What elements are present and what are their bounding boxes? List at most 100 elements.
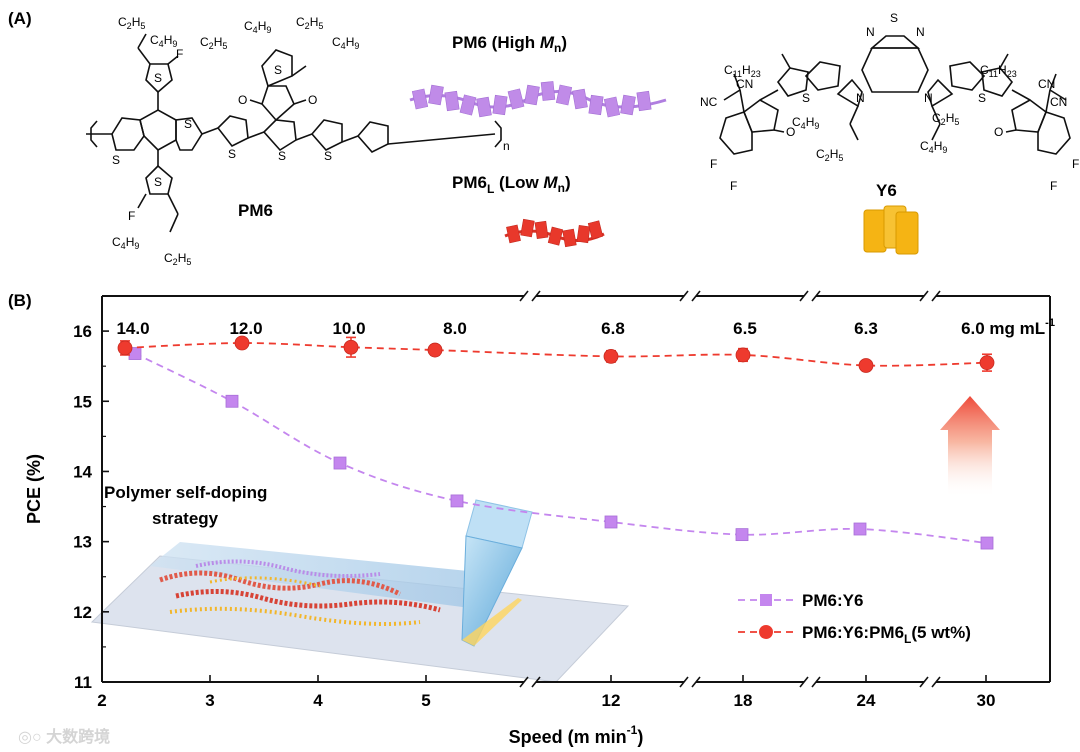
x-tick-label: 4 bbox=[313, 691, 323, 710]
pm6-s-right: S bbox=[324, 149, 332, 163]
y-tick-label: 16 bbox=[73, 322, 92, 341]
blade-coating-illustration bbox=[90, 499, 630, 683]
x-tick-label: 24 bbox=[857, 691, 876, 710]
data-point-pm6-y6 bbox=[980, 536, 994, 550]
data-point-pm6-y6 bbox=[450, 494, 464, 508]
y-tick-label: 12 bbox=[73, 603, 92, 622]
axis-break-mark bbox=[519, 290, 529, 302]
data-point-pm6-y6-pm6l bbox=[603, 348, 619, 364]
pm6-structure bbox=[86, 33, 502, 233]
y-axis-title: PCE (%) bbox=[24, 454, 44, 524]
y6-c2h5-left: C2H5 bbox=[816, 147, 843, 163]
y6-f-right-1: F bbox=[1072, 157, 1079, 171]
panel-b-label: (B) bbox=[8, 291, 32, 310]
axis-break-mark bbox=[679, 290, 689, 302]
pm6-f-top: F bbox=[176, 47, 183, 61]
pm6-name: PM6 bbox=[238, 201, 273, 220]
data-point-pm6-y6-pm6l bbox=[735, 347, 751, 363]
data-point-pm6-y6-pm6l bbox=[117, 340, 133, 356]
pm6-labels: C2H5 C4H9 C2H5 C4H9 C2H5 C4H9 F S O O S … bbox=[112, 15, 510, 267]
y6-nc-left: NC bbox=[700, 95, 718, 109]
legend-label: PM6:Y6:PM6L(5 wt%) bbox=[802, 623, 971, 646]
pm6-s-linker: S bbox=[228, 147, 236, 161]
axis-break-mark bbox=[531, 290, 541, 302]
pm6-s-sidechain: S bbox=[154, 175, 162, 189]
pm6-s-core: S bbox=[184, 117, 192, 131]
data-point-pm6-y6 bbox=[735, 528, 749, 542]
y6-cn-left: CN bbox=[736, 77, 753, 91]
series-line-pm6-y6 bbox=[134, 352, 988, 544]
pm6-s-bottom: S bbox=[112, 153, 120, 167]
pm6-c2h5-right: C2H5 bbox=[296, 15, 323, 31]
y6-structure bbox=[719, 35, 1071, 155]
low-mw-polymer-illustration bbox=[504, 218, 605, 248]
high-mw-polymer-illustration bbox=[409, 81, 667, 118]
pm6-s-bdd: S bbox=[274, 63, 282, 77]
concentration-label: 8.0 bbox=[443, 319, 467, 338]
pm6-c4h9-bottom: C4H9 bbox=[112, 235, 139, 251]
y6-nc-right: CN bbox=[1038, 77, 1055, 91]
x-tick-label: 30 bbox=[977, 691, 996, 710]
pm6-o-right: O bbox=[308, 93, 317, 107]
axis-break-mark bbox=[691, 290, 701, 302]
pce-vs-speed-chart: 11 12 13 14 15 16 2 3 4 5 12 18 24 30 14.0 12.0 10.0 8.0 6… bbox=[24, 290, 1055, 747]
data-point-pm6-y6-pm6l bbox=[979, 355, 995, 371]
x-tick-label: 2 bbox=[97, 691, 106, 710]
axis-break-mark bbox=[811, 290, 821, 302]
y6-molecule-illustration bbox=[863, 205, 919, 255]
axis-break-mark bbox=[691, 676, 701, 688]
y6-f-left-1: F bbox=[710, 157, 717, 171]
axis-break-mark bbox=[679, 676, 689, 688]
data-point-pm6-y6-pm6l bbox=[427, 342, 443, 358]
y6-o-right: O bbox=[994, 125, 1003, 139]
data-point-pm6-y6-pm6l bbox=[343, 339, 359, 355]
concentration-label: 10.0 bbox=[332, 319, 365, 338]
pm6l-low-mn-label: PM6L (Low Mn) bbox=[452, 173, 571, 196]
pm6-o-left: O bbox=[238, 93, 247, 107]
pm6-n-subscript: n bbox=[503, 139, 510, 153]
y6-n-right: N bbox=[924, 91, 933, 105]
y6-f-right-2: F bbox=[1050, 179, 1057, 193]
y6-o-left: O bbox=[786, 125, 795, 139]
y-tick-label: 11 bbox=[74, 673, 92, 692]
axis-break-mark bbox=[531, 676, 541, 688]
pm6-f-bottom: F bbox=[128, 209, 135, 223]
y6-s-left: S bbox=[802, 91, 810, 105]
y6-c2h5-right: C2H5 bbox=[932, 111, 959, 127]
axis-break-mark bbox=[919, 676, 929, 688]
x-tick-label: 3 bbox=[205, 691, 214, 710]
y6-s-thiadiazole: S bbox=[890, 11, 898, 25]
legend-label: PM6:Y6 bbox=[802, 591, 863, 610]
pm6-s-top: S bbox=[154, 71, 162, 85]
strategy-text-line2: strategy bbox=[152, 509, 219, 528]
y6-c4h9-left: C4H9 bbox=[792, 115, 819, 131]
legend-marker-circle bbox=[759, 625, 773, 639]
y6-n-left-top: N bbox=[866, 25, 875, 39]
data-point-pm6-y6-pm6l bbox=[234, 335, 250, 351]
watermark: ◎○ 大数跨境 bbox=[18, 727, 110, 746]
x-axis-title: Speed (m min-1) bbox=[509, 723, 644, 747]
y6-labels: S N N N N S S C11H23 C11H23 CN NC CN CN … bbox=[700, 11, 1079, 193]
axis-break-mark bbox=[799, 676, 809, 688]
y6-n-right-top: N bbox=[916, 25, 925, 39]
y6-f-left-2: F bbox=[730, 179, 737, 193]
pm6-c4h9-top: C4H9 bbox=[150, 33, 177, 49]
y6-s-right: S bbox=[978, 91, 986, 105]
panel-a-label: (A) bbox=[8, 9, 32, 28]
data-point-pm6-y6 bbox=[853, 522, 867, 536]
concentration-label: 6.8 bbox=[601, 319, 625, 338]
pm6-high-mn-label: PM6 (High Mn) bbox=[452, 33, 567, 55]
data-point-pm6-y6 bbox=[225, 394, 239, 408]
pm6-c2h5-mid: C2H5 bbox=[200, 35, 227, 51]
pm6-s-bdd-low: S bbox=[278, 149, 286, 163]
y-tick-label: 14 bbox=[73, 462, 92, 481]
pm6-c4h9-mid: C4H9 bbox=[244, 19, 271, 35]
y6-n-left: N bbox=[856, 91, 865, 105]
strategy-text-line1: Polymer self-doping bbox=[104, 483, 267, 502]
pm6-c2h5-top: C2H5 bbox=[118, 15, 145, 31]
concentration-label: 14.0 bbox=[116, 319, 149, 338]
y6-c11h23-right: C11H23 bbox=[980, 63, 1017, 79]
axis-break-mark bbox=[931, 290, 941, 302]
axis-break-mark bbox=[519, 676, 529, 688]
